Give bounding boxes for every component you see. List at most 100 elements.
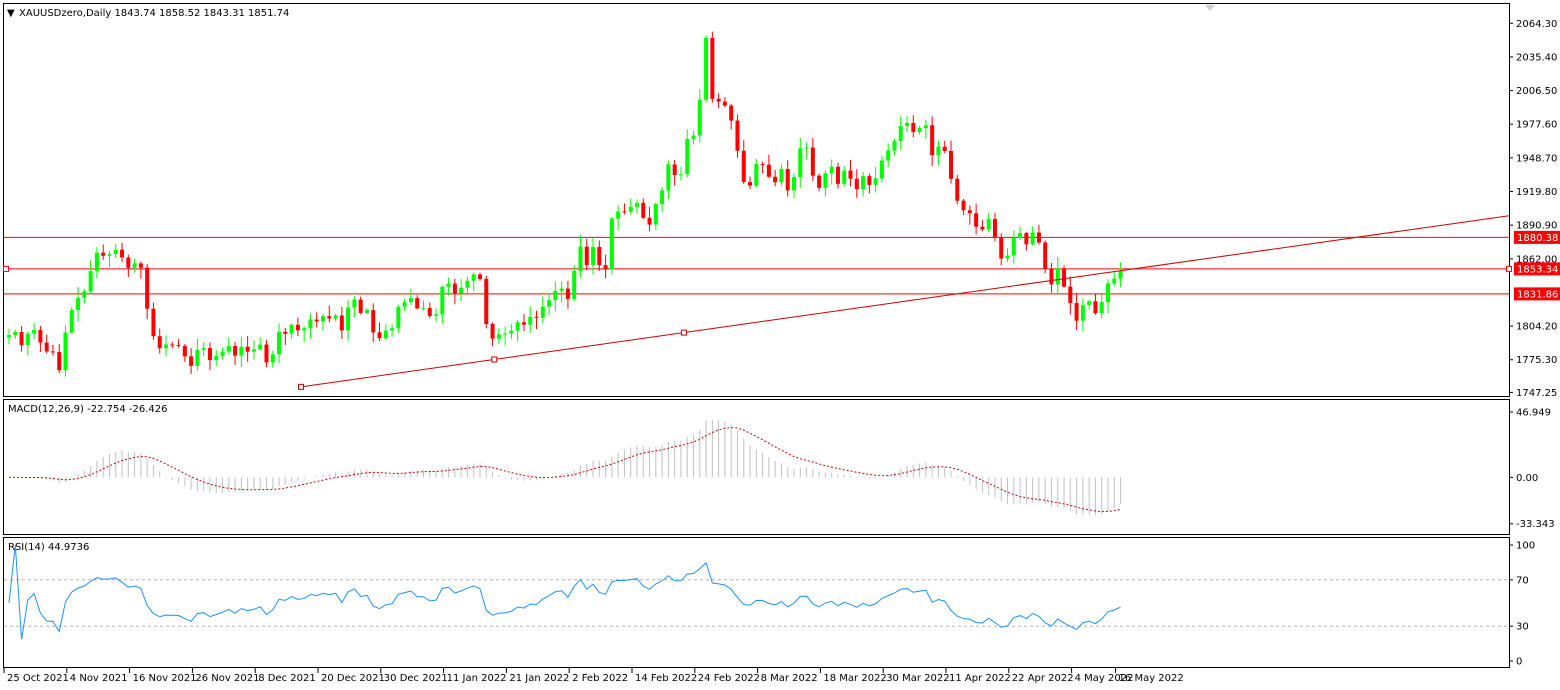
candle — [57, 343, 62, 374]
candle-body — [1043, 242, 1048, 269]
candle — [773, 169, 778, 187]
rsi-panel[interactable] — [3, 537, 1510, 668]
candle — [503, 326, 508, 346]
trendline-anchor — [491, 356, 498, 363]
candle-body — [861, 176, 866, 190]
price-tick-label: 2006.50 — [1516, 86, 1557, 97]
candle — [572, 265, 577, 301]
candle — [151, 302, 156, 340]
candle — [917, 125, 922, 135]
date-tick-label: 14 Feb 2022 — [635, 673, 697, 684]
candle-body — [823, 173, 828, 188]
candle — [176, 339, 181, 348]
trendline[interactable] — [298, 215, 1510, 390]
rsi-tick-label: 30 — [1516, 622, 1529, 633]
candle — [898, 116, 903, 150]
candle-body — [327, 316, 332, 319]
candle-body — [936, 146, 941, 156]
candle-body — [82, 291, 87, 298]
candle-body — [295, 324, 300, 331]
candle — [886, 143, 891, 168]
candle-body — [321, 316, 325, 322]
candle-body — [540, 306, 545, 318]
date-tick-label: 21 Jan 2022 — [509, 673, 569, 684]
level-tag-box — [1514, 287, 1560, 301]
candle — [722, 96, 727, 108]
candle — [735, 114, 740, 158]
price-tick-label: 1862.00 — [1516, 254, 1557, 265]
candle-body — [226, 345, 231, 352]
candle — [930, 116, 935, 166]
level-tag-box — [1514, 262, 1560, 276]
candle-body — [854, 178, 859, 190]
candle-body — [716, 98, 721, 102]
candle — [396, 304, 401, 334]
candle-body — [974, 213, 979, 227]
candle-body — [584, 246, 589, 265]
candle-body — [848, 170, 853, 179]
candle-body — [666, 164, 671, 191]
candle — [597, 240, 602, 272]
candle-body — [32, 330, 37, 334]
macd-tick-label: -33.343 — [1516, 519, 1555, 530]
candle-body — [25, 333, 30, 346]
candle-body — [189, 356, 194, 366]
date-tick-label: 16 Nov 2021 — [133, 673, 197, 684]
candle — [609, 216, 614, 275]
candle-body — [50, 351, 55, 353]
candle — [691, 130, 696, 145]
candle-body — [660, 190, 665, 205]
price-tick-label: 2035.40 — [1516, 52, 1557, 63]
candle-body — [722, 101, 727, 106]
candle-body — [729, 105, 734, 121]
candle — [647, 206, 652, 232]
candle-body — [578, 246, 583, 271]
candle-body — [741, 150, 746, 182]
candle-body — [364, 310, 369, 313]
candle-body — [622, 211, 627, 213]
candle — [50, 345, 55, 356]
candle-body — [653, 204, 658, 225]
candle — [1062, 265, 1067, 288]
candle — [835, 162, 840, 189]
horizontal-levels[interactable] — [3, 236, 1512, 295]
rsi-tick-label: 0 — [1516, 657, 1522, 668]
candle — [685, 129, 690, 178]
level-tag-label: 1880.38 — [1517, 233, 1558, 244]
candle-body — [766, 164, 771, 177]
candle — [214, 349, 219, 366]
candle-body — [126, 257, 131, 268]
candle-body — [1112, 278, 1117, 284]
candle-body — [503, 333, 508, 335]
candle-body — [69, 310, 74, 333]
rsi-header: RSI(14) 44.9736 — [8, 542, 89, 553]
macd-tick-label: 46.949 — [1516, 408, 1551, 419]
candle-body — [942, 146, 947, 151]
candle — [446, 277, 451, 296]
candle-body — [835, 166, 840, 184]
chart-shift-marker-icon[interactable] — [1205, 5, 1215, 11]
candle — [754, 158, 759, 188]
candle-body — [1024, 233, 1029, 245]
candle — [402, 298, 407, 312]
candle — [245, 335, 250, 362]
candle — [358, 296, 363, 315]
level-tag-box — [1514, 230, 1560, 244]
price-panel[interactable] — [3, 3, 1510, 397]
candle — [879, 155, 884, 184]
price-tick-label: 1804.20 — [1516, 322, 1557, 333]
candle — [792, 173, 796, 199]
rsi-path — [8, 544, 1121, 640]
date-tick-label: 11 Apr 2022 — [949, 673, 1011, 684]
candle-body — [377, 332, 382, 339]
candle — [371, 303, 376, 343]
candle — [201, 342, 206, 357]
candle — [289, 323, 294, 339]
candle — [170, 341, 175, 349]
candle — [207, 342, 212, 371]
candle-body — [672, 164, 677, 176]
candle — [69, 307, 74, 335]
candle-body — [572, 270, 577, 299]
level-price-tags: 1880.38 1853.34 1831.86 — [1514, 230, 1560, 301]
